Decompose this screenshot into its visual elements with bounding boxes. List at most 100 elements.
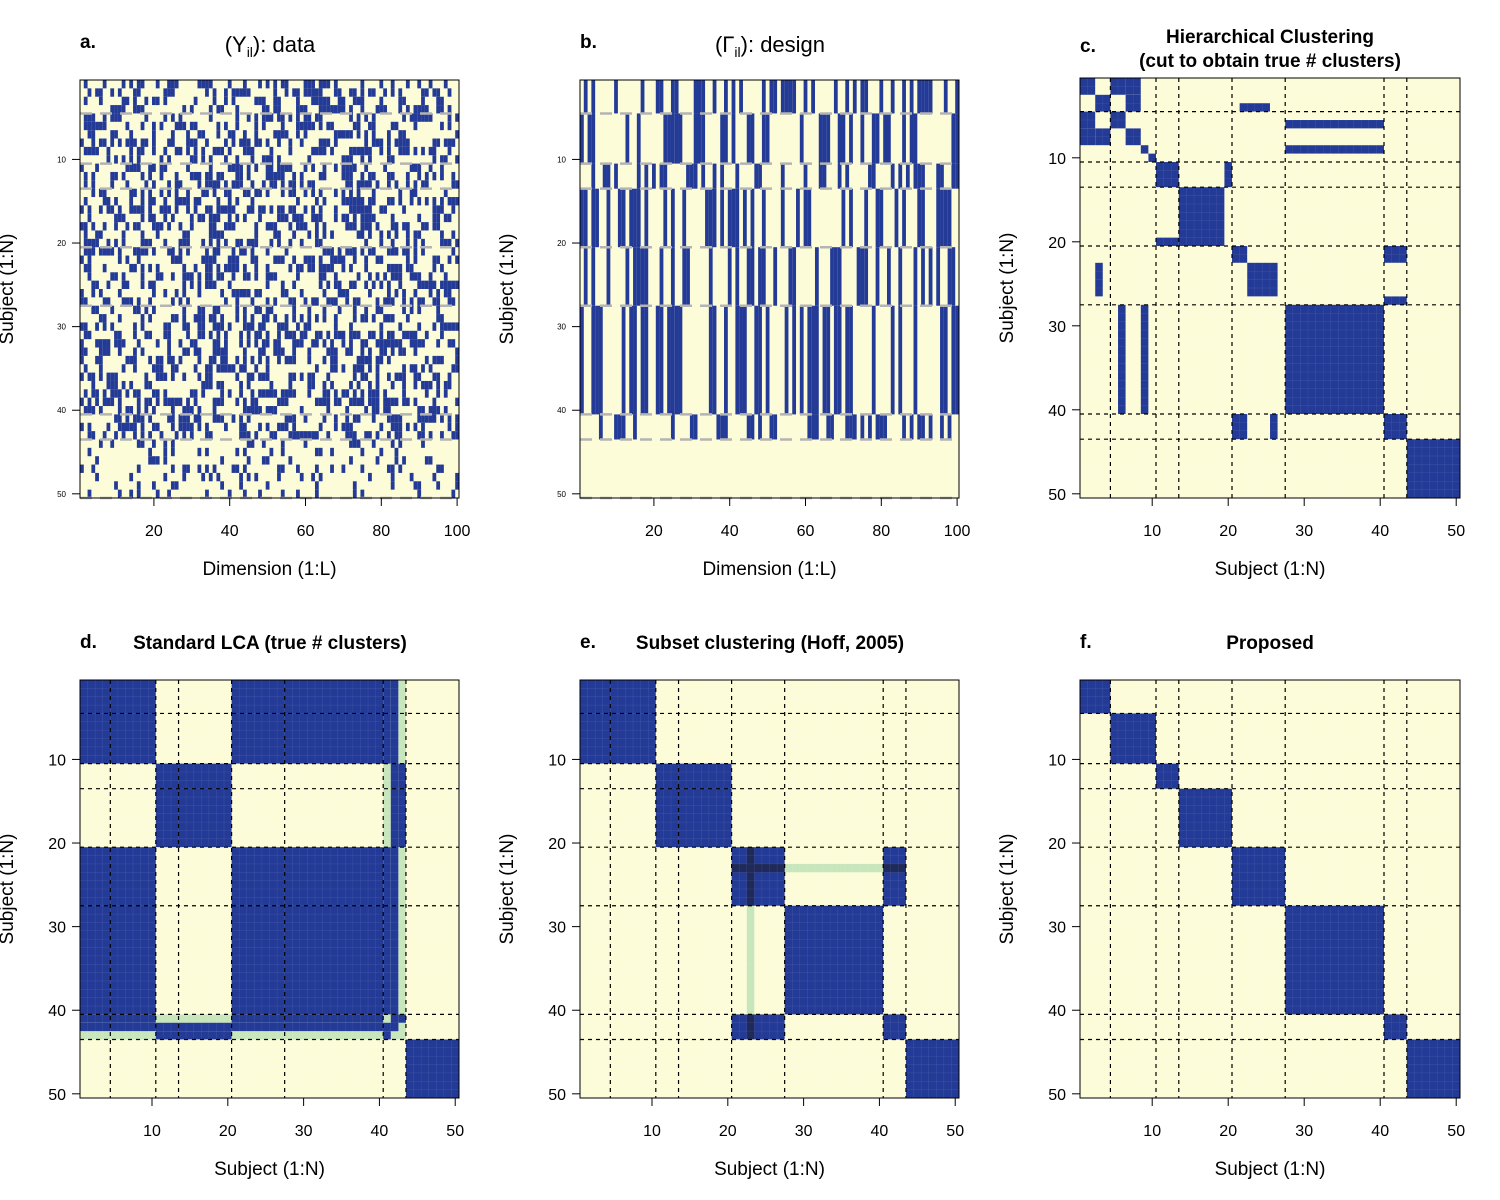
heatmap-cell bbox=[417, 414, 422, 423]
heatmap-cell bbox=[208, 180, 213, 189]
heatmap-cell bbox=[186, 347, 190, 356]
heatmap-cell bbox=[140, 280, 145, 289]
heatmap-cell bbox=[140, 322, 145, 331]
heatmap-cell bbox=[174, 146, 179, 156]
heatmap-cell bbox=[80, 347, 84, 356]
heatmap-cell bbox=[106, 197, 111, 206]
heatmap-cell bbox=[212, 146, 217, 156]
heatmap-cell bbox=[250, 297, 255, 306]
heatmap-cell bbox=[148, 213, 153, 223]
heatmap-cell bbox=[129, 80, 134, 89]
heatmap-cell bbox=[333, 188, 338, 198]
heatmap-cell bbox=[216, 347, 221, 356]
heatmap-cell bbox=[818, 113, 823, 164]
heatmap-cells bbox=[80, 680, 459, 1098]
heatmap-cell bbox=[121, 171, 126, 181]
heatmap-cell bbox=[155, 422, 160, 432]
heatmap-cell bbox=[80, 422, 84, 432]
heatmap-cell bbox=[417, 280, 422, 289]
x-tick-label: 40 bbox=[721, 523, 739, 540]
heatmap-cell bbox=[1285, 304, 1384, 414]
heatmap-cell bbox=[106, 297, 111, 306]
heatmap-cell bbox=[307, 255, 312, 264]
heatmap-cell bbox=[239, 414, 243, 423]
heatmap-cell bbox=[277, 171, 281, 181]
heatmap-cell bbox=[189, 155, 194, 164]
heatmap-cell bbox=[216, 339, 221, 348]
heatmap-cell bbox=[159, 163, 164, 172]
heatmap-cell bbox=[197, 197, 202, 206]
heatmap-cell bbox=[193, 121, 198, 131]
heatmap-cell bbox=[189, 280, 194, 289]
heatmap-cell bbox=[432, 414, 437, 423]
mid-cell bbox=[784, 863, 884, 873]
heatmap-cell bbox=[174, 205, 179, 214]
heatmap-cell bbox=[254, 130, 259, 139]
heatmap-cell bbox=[269, 222, 274, 231]
heatmap-cell bbox=[330, 230, 334, 239]
heatmap-cell bbox=[91, 247, 96, 256]
heatmap-cell bbox=[159, 372, 164, 381]
heatmap-cell bbox=[136, 406, 141, 415]
heatmap-cell bbox=[95, 472, 99, 482]
heatmap-cell bbox=[318, 213, 323, 223]
heatmap-cell bbox=[394, 414, 399, 423]
heatmap-cell bbox=[330, 146, 334, 156]
heatmap-cell bbox=[390, 680, 399, 1032]
heatmap-cell bbox=[167, 339, 171, 348]
heatmap-cell bbox=[640, 247, 645, 306]
heatmap-cell bbox=[436, 389, 441, 398]
heatmap-cell bbox=[371, 197, 376, 206]
panel-label: f. bbox=[1080, 632, 1092, 653]
heatmap-cell bbox=[296, 431, 300, 440]
heatmap-cell bbox=[102, 347, 107, 356]
heatmap-cell bbox=[265, 105, 270, 114]
heatmap-cell bbox=[417, 431, 422, 440]
heatmap-cell bbox=[428, 431, 433, 440]
heatmap-cell bbox=[352, 372, 357, 381]
heatmap-cell bbox=[242, 272, 247, 281]
heatmap-cell bbox=[758, 414, 762, 440]
heatmap-cell bbox=[303, 80, 308, 89]
heatmap-cell bbox=[386, 171, 391, 181]
heatmap-cell bbox=[140, 347, 145, 356]
heatmap-cell bbox=[208, 314, 213, 323]
heatmap-cell bbox=[383, 406, 387, 415]
heatmap-cell bbox=[421, 406, 425, 415]
x-tick-label: 20 bbox=[1219, 1123, 1237, 1140]
heatmap-cell bbox=[345, 289, 350, 298]
heatmap-cell bbox=[871, 305, 876, 415]
heatmap-cell bbox=[375, 389, 380, 398]
heatmap-cell bbox=[129, 197, 134, 206]
heatmap-cell bbox=[875, 414, 880, 440]
heatmap-cell bbox=[398, 1014, 406, 1023]
heatmap-cell bbox=[394, 456, 399, 465]
heatmap-cell bbox=[80, 397, 84, 407]
heatmap-cell bbox=[424, 222, 429, 231]
heatmap-cell bbox=[318, 397, 323, 407]
heatmap-cell bbox=[890, 305, 895, 415]
heatmap-cell bbox=[265, 481, 270, 490]
heatmap-cell bbox=[356, 380, 361, 390]
heatmap-cell bbox=[292, 230, 297, 239]
heatmap-cell bbox=[322, 80, 327, 89]
heatmap-cell bbox=[390, 481, 395, 490]
heatmap-cell bbox=[443, 289, 448, 298]
heatmap-cell bbox=[780, 163, 785, 189]
heatmap-cell bbox=[250, 439, 255, 448]
heatmap-cell bbox=[277, 464, 281, 473]
heatmap-cell bbox=[136, 255, 141, 264]
heatmap-cells bbox=[80, 80, 459, 498]
heatmap-cell bbox=[136, 247, 141, 256]
heatmap-cell bbox=[170, 439, 175, 448]
heatmap-cell bbox=[625, 113, 630, 164]
heatmap-cell bbox=[580, 305, 584, 415]
heatmap-cell bbox=[822, 305, 827, 415]
heatmap-cell bbox=[390, 422, 395, 432]
heatmap-cell bbox=[235, 180, 240, 189]
heatmap-cell bbox=[80, 680, 156, 764]
heatmap-cell bbox=[231, 88, 236, 97]
heatmap-cell bbox=[121, 238, 126, 248]
heatmap-cell bbox=[284, 355, 289, 365]
heatmap-cell bbox=[155, 1031, 232, 1040]
